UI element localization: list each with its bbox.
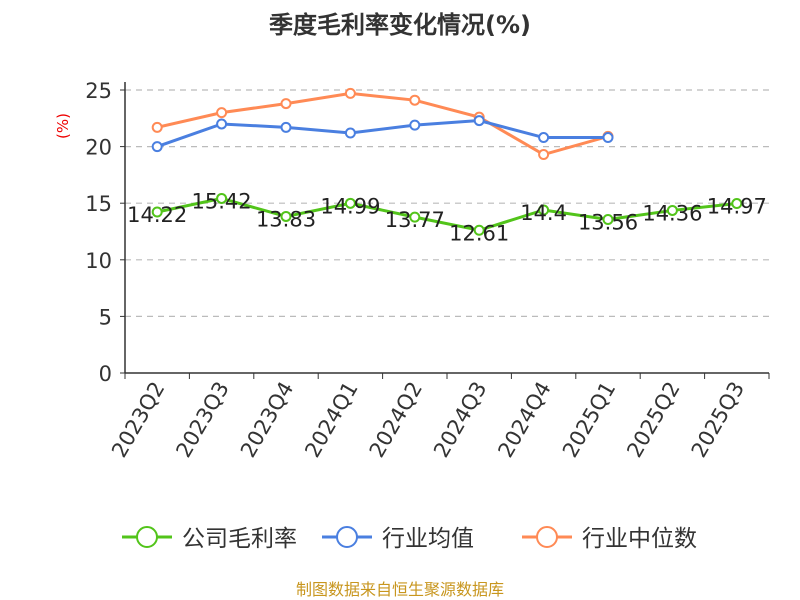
data-point (666, 204, 678, 216)
series-line (156, 119, 608, 149)
data-point (409, 119, 421, 131)
data-label: 13.83 (256, 207, 316, 231)
data-point (344, 87, 356, 99)
data-point (602, 214, 614, 226)
data-point (731, 198, 743, 210)
series-line (156, 196, 737, 232)
x-tick-label: 2025Q2 (622, 378, 684, 462)
data-point (344, 197, 356, 209)
data-point (280, 210, 292, 222)
data-label: 14.22 (127, 203, 187, 227)
data-label: 14.4 (520, 201, 567, 225)
data-point (538, 149, 550, 161)
legend-marker (536, 526, 558, 548)
data-point (538, 204, 550, 216)
data-label: 14.36 (642, 201, 702, 225)
data-point (473, 115, 485, 127)
legend-marker (136, 526, 158, 548)
data-label: 14.99 (320, 194, 380, 218)
data-label: 12.61 (449, 221, 509, 245)
data-point (151, 206, 163, 218)
y-tick-label: 20 (85, 136, 112, 160)
y-tick-label: 10 (85, 249, 112, 273)
x-tick-label: 2024Q1 (300, 378, 362, 462)
x-tick-label: 2024Q3 (429, 378, 491, 462)
x-tick-label: 2024Q2 (365, 378, 427, 462)
data-point (151, 141, 163, 153)
data-point (344, 127, 356, 139)
footer-source: 制图数据来自恒生聚源数据库 (296, 580, 504, 599)
x-tick-label: 2025Q3 (687, 378, 749, 462)
data-label: 13.77 (385, 208, 445, 232)
x-tick-label: 2023Q4 (236, 378, 298, 462)
data-point (216, 192, 228, 204)
data-point (409, 94, 421, 106)
legend-label: 公司毛利率 (182, 526, 297, 552)
data-point (216, 107, 228, 119)
y-tick-label: 5 (99, 305, 112, 329)
x-tick-label: 2025Q1 (558, 378, 620, 462)
data-point (216, 118, 228, 130)
x-tick-label: 2023Q2 (107, 378, 169, 462)
data-point (280, 98, 292, 110)
data-label: 13.56 (578, 211, 638, 235)
data-point (473, 224, 485, 236)
chart-title: 季度毛利率变化情况(%) (269, 11, 531, 39)
legend-label: 行业中位数 (582, 526, 697, 552)
legend-marker (336, 526, 358, 548)
data-point (151, 121, 163, 133)
y-tick-label: 15 (85, 192, 112, 216)
y-tick-label: 25 (85, 79, 112, 103)
legend-label: 行业均值 (382, 526, 474, 552)
data-point (280, 121, 292, 133)
x-tick-label: 2023Q3 (171, 378, 233, 462)
data-point (538, 132, 550, 144)
series-line (156, 91, 609, 157)
data-point (602, 132, 614, 144)
y-tick-label: 0 (99, 362, 112, 386)
data-label: 14.97 (707, 195, 767, 219)
data-point (409, 211, 421, 223)
data-label: 15.42 (192, 189, 252, 213)
y-axis-label: (%) (54, 113, 72, 139)
x-tick-label: 2024Q4 (493, 378, 555, 462)
